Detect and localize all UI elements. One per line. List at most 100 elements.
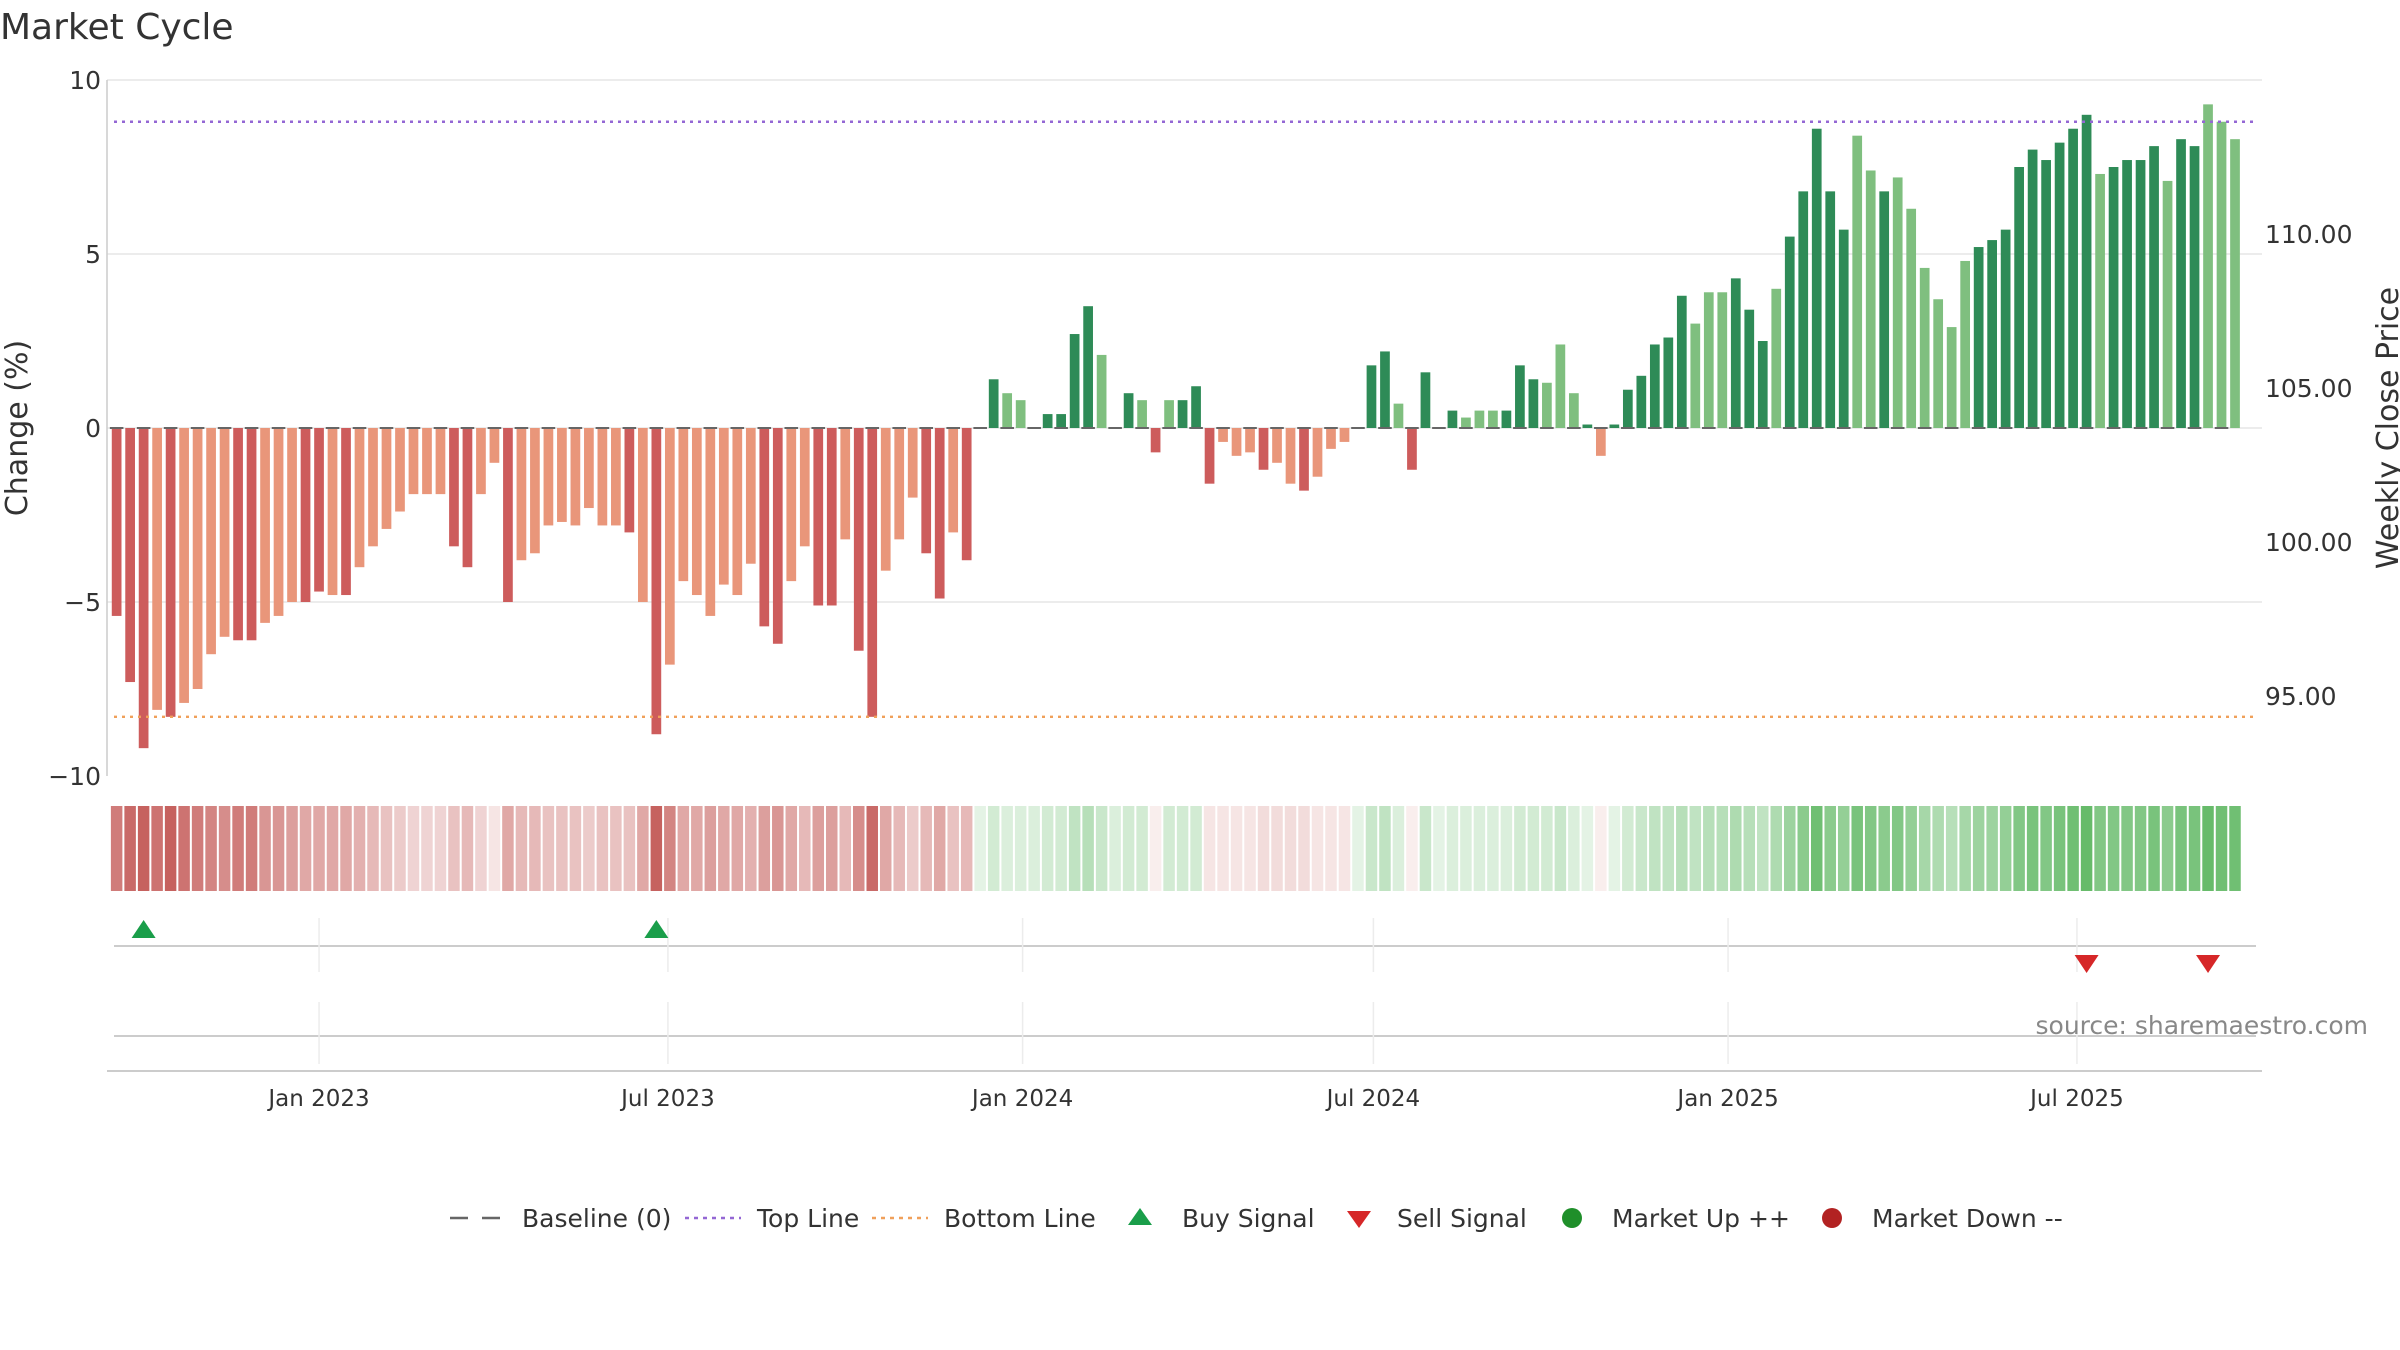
heat-cell-7 xyxy=(205,806,217,891)
heat-cell-99 xyxy=(1446,806,1459,891)
bar-139 xyxy=(1987,240,1998,428)
bar-62 xyxy=(948,428,959,533)
heat-cell-128 xyxy=(1837,806,1850,891)
bar-156 xyxy=(2216,121,2227,428)
source-text: source: sharemaestro.com xyxy=(2036,1011,2369,1040)
bar-30 xyxy=(516,428,527,561)
heat-cell-35 xyxy=(583,806,595,891)
legend-label-2: Bottom Line xyxy=(944,1204,1096,1233)
bar-3 xyxy=(152,428,162,710)
heat-cell-136 xyxy=(1945,806,1958,891)
legend-label-0: Baseline (0) xyxy=(522,1204,671,1233)
heat-cell-20 xyxy=(380,806,393,891)
bar-63 xyxy=(961,428,972,561)
heat-cell-153 xyxy=(2175,806,2187,891)
heat-cell-93 xyxy=(1365,806,1378,891)
heat-cell-127 xyxy=(1824,806,1836,891)
legend-item-0: Baseline (0) xyxy=(450,1204,671,1233)
heat-cell-59 xyxy=(906,806,919,891)
heat-cell-114 xyxy=(1649,806,1661,891)
buy-signal-0 xyxy=(131,920,156,938)
sell-signal-1 xyxy=(2196,955,2221,973)
heat-cell-43 xyxy=(691,806,703,891)
bar-136 xyxy=(1946,327,1957,428)
heat-cell-156 xyxy=(2215,806,2228,891)
bar-109 xyxy=(1582,424,1593,428)
bar-84 xyxy=(1245,428,1255,453)
bar-135 xyxy=(1933,299,1944,428)
bar-142 xyxy=(2027,149,2038,428)
heat-cell-23 xyxy=(421,806,433,891)
bar-4 xyxy=(165,428,176,717)
heat-cell-108 xyxy=(1568,806,1580,891)
heat-cell-48 xyxy=(758,806,771,891)
heat-cell-13 xyxy=(286,806,298,891)
heat-cell-3 xyxy=(151,806,163,891)
heat-cell-66 xyxy=(1001,806,1013,891)
legend-symbol-5 xyxy=(1562,1208,1582,1228)
bar-66 xyxy=(1002,393,1013,428)
heat-cell-106 xyxy=(1541,806,1553,891)
bar-57 xyxy=(880,428,891,571)
bar-0 xyxy=(111,428,122,616)
heat-cell-25 xyxy=(448,806,460,891)
heat-cell-102 xyxy=(1487,806,1499,891)
heat-cell-82 xyxy=(1217,806,1229,891)
heat-cell-98 xyxy=(1433,806,1445,891)
heat-cell-146 xyxy=(2080,806,2093,891)
bar-73 xyxy=(1096,354,1107,428)
heat-cell-145 xyxy=(2067,806,2079,891)
heat-cell-21 xyxy=(394,806,406,891)
bar-100 xyxy=(1461,417,1471,428)
heat-cell-17 xyxy=(340,806,352,891)
bar-110 xyxy=(1595,428,1606,456)
heat-cell-142 xyxy=(2026,806,2039,891)
bar-130 xyxy=(1865,170,1876,429)
heat-cell-10 xyxy=(245,806,258,891)
legend: Baseline (0) Top Line Bottom Line Buy Signa… xyxy=(450,1204,2063,1233)
bar-94 xyxy=(1380,351,1390,428)
right-y-tick-3: 95.00 xyxy=(2265,682,2337,711)
bar-45 xyxy=(718,428,729,585)
heat-cell-81 xyxy=(1203,806,1216,891)
bar-7 xyxy=(206,428,216,655)
heat-cell-19 xyxy=(367,806,379,891)
bar-56 xyxy=(867,428,878,717)
heat-cell-135 xyxy=(1932,806,1944,891)
heat-cell-111 xyxy=(1608,806,1621,891)
bar-49 xyxy=(772,428,783,644)
heat-cell-88 xyxy=(1298,806,1310,891)
heat-cell-34 xyxy=(569,806,582,891)
bar-20 xyxy=(381,428,392,529)
x-tick-4: Jan 2025 xyxy=(1675,1086,1778,1112)
heat-cell-33 xyxy=(556,806,568,891)
bar-55 xyxy=(853,428,864,651)
chart-title: Market Cycle xyxy=(0,7,234,48)
bar-77 xyxy=(1150,428,1161,453)
heat-cell-151 xyxy=(2148,806,2160,891)
bar-155 xyxy=(2203,104,2213,429)
right-y-tick-0: 110.00 xyxy=(2265,220,2352,249)
heat-cell-130 xyxy=(1864,806,1877,891)
heat-cell-83 xyxy=(1230,806,1243,891)
heat-cell-31 xyxy=(529,806,541,891)
bar-99 xyxy=(1447,410,1458,428)
heat-cell-100 xyxy=(1460,806,1472,891)
heat-cell-72 xyxy=(1082,806,1094,891)
heat-cell-124 xyxy=(1784,806,1796,891)
bar-50 xyxy=(786,428,797,582)
heat-cell-147 xyxy=(2094,806,2106,891)
heat-cell-62 xyxy=(947,806,959,891)
heat-cell-22 xyxy=(407,806,420,891)
heat-strip xyxy=(110,806,2241,891)
heat-cell-131 xyxy=(1878,806,1890,891)
bar-128 xyxy=(1838,229,1849,428)
bar-24 xyxy=(435,428,446,495)
bar-53 xyxy=(826,428,837,606)
heat-cell-120 xyxy=(1730,806,1742,891)
heat-cell-46 xyxy=(731,806,744,891)
heat-cell-78 xyxy=(1163,806,1175,891)
heat-cell-63 xyxy=(960,806,973,891)
bar-41 xyxy=(664,428,675,665)
legend-item-3: Buy Signal xyxy=(1128,1204,1315,1233)
